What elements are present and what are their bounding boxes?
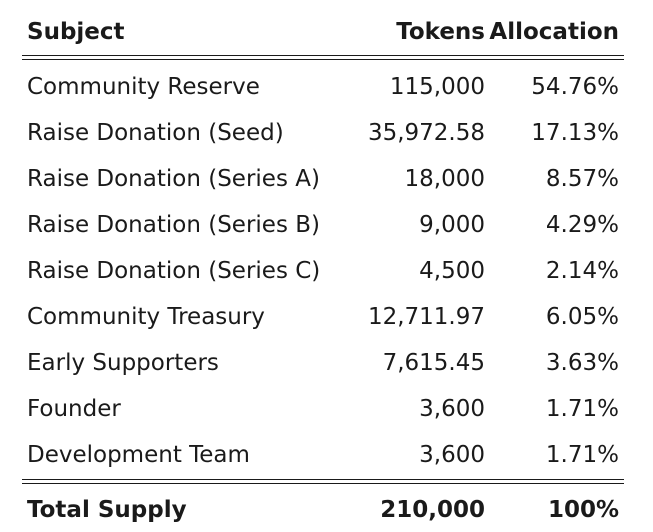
table-row: Community Reserve 115,000 54.76% [22, 64, 624, 110]
row-subject: Early Supporters [27, 350, 219, 376]
token-allocation-table: Subject Tokens Allocation Community Rese… [22, 10, 624, 532]
total-subject: Total Supply [27, 497, 187, 523]
total-divider [22, 479, 624, 484]
row-tokens: 115,000 [389, 74, 485, 100]
total-tokens: 210,000 [380, 497, 485, 523]
table-row: Raise Donation (Series C) 4,500 2.14% [22, 248, 624, 294]
table-row: Raise Donation (Series A) 18,000 8.57% [22, 156, 624, 202]
total-allocation: 100% [547, 497, 619, 523]
total-row: Total Supply 210,000 100% [22, 488, 624, 532]
table-row: Early Supporters 7,615.45 3.63% [22, 340, 624, 386]
header-tokens: Tokens [396, 19, 485, 45]
row-allocation: 3.63% [545, 350, 619, 376]
header-subject: Subject [27, 19, 125, 45]
row-subject: Raise Donation (Series B) [27, 212, 320, 238]
table-row: Raise Donation (Series B) 9,000 4.29% [22, 202, 624, 248]
row-tokens: 4,500 [419, 258, 485, 284]
table-row: Raise Donation (Seed) 35,972.58 17.13% [22, 110, 624, 156]
table-row: Development Team 3,600 1.71% [22, 432, 624, 478]
row-tokens: 3,600 [419, 396, 485, 422]
table-header-row: Subject Tokens Allocation [22, 10, 624, 54]
row-tokens: 12,711.97 [367, 304, 485, 330]
row-subject: Community Treasury [27, 304, 265, 330]
row-subject: Raise Donation (Series A) [27, 166, 320, 192]
row-tokens: 18,000 [404, 166, 485, 192]
table-row: Community Treasury 12,711.97 6.05% [22, 294, 624, 340]
row-tokens: 35,972.58 [367, 120, 485, 146]
row-subject: Raise Donation (Seed) [27, 120, 284, 146]
row-allocation: 1.71% [545, 442, 619, 468]
row-tokens: 3,600 [419, 442, 485, 468]
header-allocation: Allocation [489, 19, 619, 45]
row-allocation: 4.29% [545, 212, 619, 238]
row-allocation: 8.57% [545, 166, 619, 192]
header-divider [22, 55, 624, 60]
table-row: Founder 3,600 1.71% [22, 386, 624, 432]
table-body: Community Reserve 115,000 54.76% Raise D… [22, 64, 624, 478]
row-allocation: 54.76% [531, 74, 619, 100]
row-subject: Development Team [27, 442, 250, 468]
row-allocation: 1.71% [545, 396, 619, 422]
row-subject: Raise Donation (Series C) [27, 258, 321, 284]
row-subject: Founder [27, 396, 121, 422]
row-tokens: 7,615.45 [382, 350, 485, 376]
row-allocation: 2.14% [545, 258, 619, 284]
row-allocation: 6.05% [545, 304, 619, 330]
row-subject: Community Reserve [27, 74, 260, 100]
row-tokens: 9,000 [419, 212, 485, 238]
row-allocation: 17.13% [531, 120, 619, 146]
